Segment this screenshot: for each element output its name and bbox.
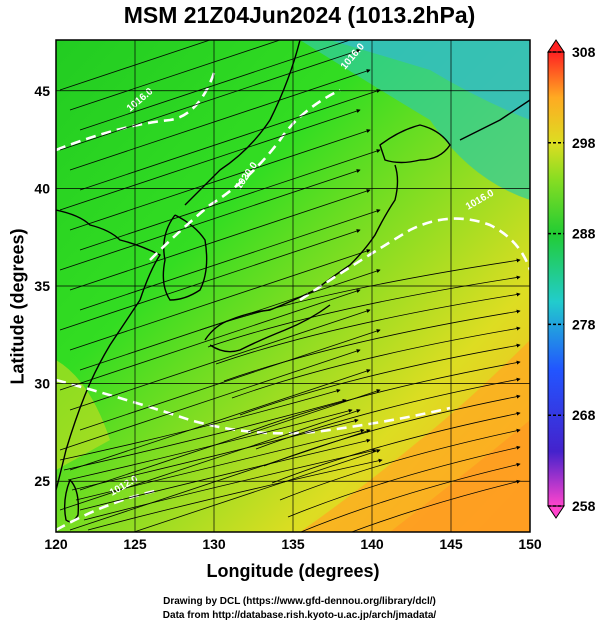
colorbar-ticks: 308 298 288 278 268 258 — [548, 44, 596, 514]
longitude-ticks: 120 125 130 135 140 145 150 — [44, 536, 542, 552]
streamline — [83, 448, 377, 521]
streamline — [79, 389, 381, 491]
streamline — [231, 326, 521, 399]
streamline — [279, 428, 521, 501]
streamline — [71, 418, 359, 491]
y-tick-label: 40 — [34, 180, 50, 196]
streamline — [87, 458, 383, 531]
colorbar-scale — [547, 51, 565, 507]
colorbar-min-triangle — [547, 505, 565, 519]
streamline — [59, 229, 361, 331]
x-tick-label: 145 — [439, 536, 463, 552]
y-axis-label: Latitude (degrees) — [7, 228, 28, 385]
x-tick-label: 130 — [202, 536, 226, 552]
streamline — [207, 275, 521, 348]
isobar-contours — [56, 69, 530, 532]
colorbar-tick-label: 268 — [572, 407, 596, 423]
streamline — [199, 258, 521, 331]
streamline — [79, 40, 352, 131]
streamline — [350, 479, 521, 532]
streamline — [59, 169, 361, 271]
plot-frame — [55, 39, 531, 533]
y-tick-label: 25 — [34, 473, 50, 489]
streamline — [59, 49, 361, 151]
streamline — [59, 40, 212, 91]
streamline — [263, 394, 521, 467]
streamline — [67, 408, 353, 481]
streamline — [69, 189, 371, 291]
drawing-credit: Drawing by DCL (https://www.gfd-dennou.o… — [163, 596, 436, 607]
streamline — [132, 449, 381, 532]
streamline — [79, 329, 381, 431]
streamline — [69, 129, 371, 231]
streamline — [69, 309, 371, 411]
streamline — [69, 369, 371, 471]
streamline — [287, 445, 521, 518]
x-tick-label: 150 — [518, 536, 542, 552]
x-axis-label: Longitude (degrees) — [206, 561, 380, 581]
streamline — [59, 349, 361, 451]
streamline — [59, 388, 341, 461]
streamline — [69, 249, 371, 351]
latitude-ticks: 25 30 35 40 45 — [34, 83, 50, 489]
streamline — [247, 360, 521, 433]
wind-streamlines — [59, 40, 521, 532]
streamline — [59, 109, 361, 211]
streamline — [59, 409, 361, 511]
streamline — [63, 398, 347, 471]
streamline — [79, 269, 381, 371]
x-tick-label: 120 — [44, 536, 68, 552]
streamline — [79, 89, 381, 191]
streamline — [69, 40, 282, 111]
map-title: MSM 21Z04Jun2024 (1013.2hPa) — [123, 2, 476, 28]
colorbar-tick-label: 298 — [572, 135, 596, 151]
streamline — [271, 411, 521, 484]
x-tick-label: 140 — [360, 536, 384, 552]
data-credit: Data from http://database.rish.kyoto-u.a… — [162, 610, 437, 621]
y-tick-label: 45 — [34, 83, 50, 99]
x-tick-label: 135 — [281, 536, 305, 552]
y-tick-label: 30 — [34, 376, 50, 392]
streamline — [79, 209, 381, 311]
streamline — [75, 428, 365, 501]
colorbar: 308 298 288 278 268 258 — [547, 39, 596, 519]
colorbar-max-triangle — [547, 39, 565, 53]
colorbar-tick-label: 288 — [572, 226, 596, 242]
y-tick-label: 35 — [34, 278, 50, 294]
streamline — [59, 289, 361, 391]
colorbar-tick-label: 308 — [572, 44, 596, 60]
colorbar-tick-label: 278 — [572, 316, 596, 332]
streamline — [79, 438, 371, 511]
lat-lon-grid — [55, 40, 531, 532]
colorbar-tick-label: 258 — [572, 498, 596, 514]
streamline — [69, 69, 371, 171]
streamline — [215, 292, 521, 365]
streamline — [223, 309, 521, 382]
streamline — [299, 462, 521, 532]
streamline — [239, 343, 521, 416]
x-tick-label: 125 — [123, 536, 147, 552]
streamline — [79, 149, 381, 251]
